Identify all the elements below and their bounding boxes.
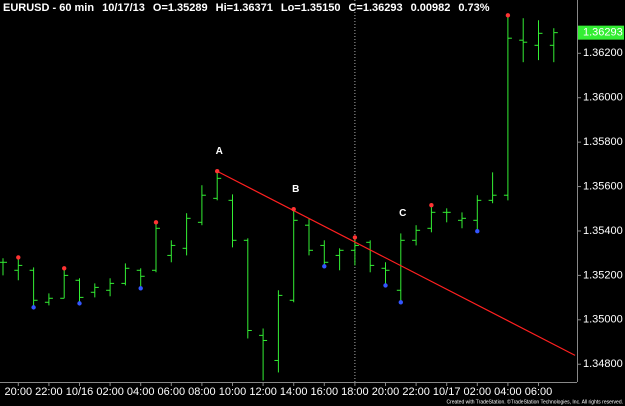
pivot-low bbox=[475, 228, 480, 234]
annotation: B bbox=[292, 184, 299, 195]
pivot-high bbox=[61, 266, 67, 271]
x-tick-label: 06:00 bbox=[158, 386, 186, 398]
pivot-low bbox=[322, 264, 327, 269]
x-tick-label: 10:00 bbox=[219, 386, 247, 398]
x-tick-label: 02:00 bbox=[464, 386, 492, 398]
x-tick-label: 16:00 bbox=[311, 386, 339, 398]
pivot-low bbox=[31, 305, 36, 310]
header-text: 0.00982 bbox=[411, 2, 451, 14]
x-tick-label: 06:00 bbox=[525, 386, 553, 398]
x-tick-label: 12:00 bbox=[249, 386, 277, 398]
x-tick-label: 20:00 bbox=[5, 386, 33, 398]
pivot-high bbox=[16, 255, 21, 260]
pivot-high bbox=[352, 235, 358, 240]
annotation: A bbox=[216, 146, 223, 157]
y-tick-label: 1.35800 bbox=[583, 136, 623, 148]
pivot-low bbox=[383, 283, 388, 288]
x-tick-label: 08:00 bbox=[188, 386, 216, 398]
header-text: O=1.35289 bbox=[153, 2, 208, 14]
x-tick-label: 10/16 bbox=[66, 386, 94, 398]
last-price-box bbox=[578, 25, 624, 40]
header-text: Hi=1.36371 bbox=[216, 2, 273, 14]
footer: Created with TradeStation. ©TradeStation… bbox=[446, 398, 623, 405]
header-text: 10/17/13 bbox=[102, 2, 145, 14]
pivot-low bbox=[77, 301, 82, 306]
y-tick-label: 1.35400 bbox=[583, 225, 623, 237]
annotation: C bbox=[399, 208, 406, 219]
pivot-low bbox=[138, 286, 143, 291]
x-tick-label: 10/17 bbox=[433, 386, 461, 398]
trendline bbox=[216, 170, 576, 356]
y-tick-label: 1.35000 bbox=[583, 314, 623, 326]
pivot-high bbox=[153, 220, 159, 225]
y-tick-label: 1.36200 bbox=[583, 47, 623, 59]
last-price-label: 1.36293 bbox=[583, 27, 623, 39]
pivot-low bbox=[398, 300, 403, 305]
y-tick-label: 1.35200 bbox=[583, 269, 623, 281]
header-text: C=1.36293 bbox=[348, 2, 402, 14]
y-tick-label: 1.34800 bbox=[583, 358, 623, 370]
pivot-high bbox=[291, 207, 296, 212]
y-tick-label: 1.36000 bbox=[583, 92, 623, 104]
y-tick-label: 1.35600 bbox=[583, 180, 623, 192]
x-tick-label: 02:00 bbox=[96, 386, 124, 398]
x-tick-label: 18:00 bbox=[341, 386, 369, 398]
header-text: Lo=1.35150 bbox=[281, 2, 341, 14]
x-tick-label: 22:00 bbox=[35, 386, 63, 398]
x-tick-label: 04:00 bbox=[494, 386, 522, 398]
x-tick-label: 20:00 bbox=[372, 386, 400, 398]
pivot-high bbox=[215, 169, 220, 174]
x-tick-label: 22:00 bbox=[402, 386, 430, 398]
x-tick-label: 14:00 bbox=[280, 386, 308, 398]
header-text: EURUSD - 60 min bbox=[3, 2, 94, 14]
pivot-high bbox=[429, 203, 434, 208]
pivot-high bbox=[505, 13, 511, 18]
header-text: 0.73% bbox=[458, 2, 489, 14]
x-tick-label: 04:00 bbox=[127, 386, 155, 398]
